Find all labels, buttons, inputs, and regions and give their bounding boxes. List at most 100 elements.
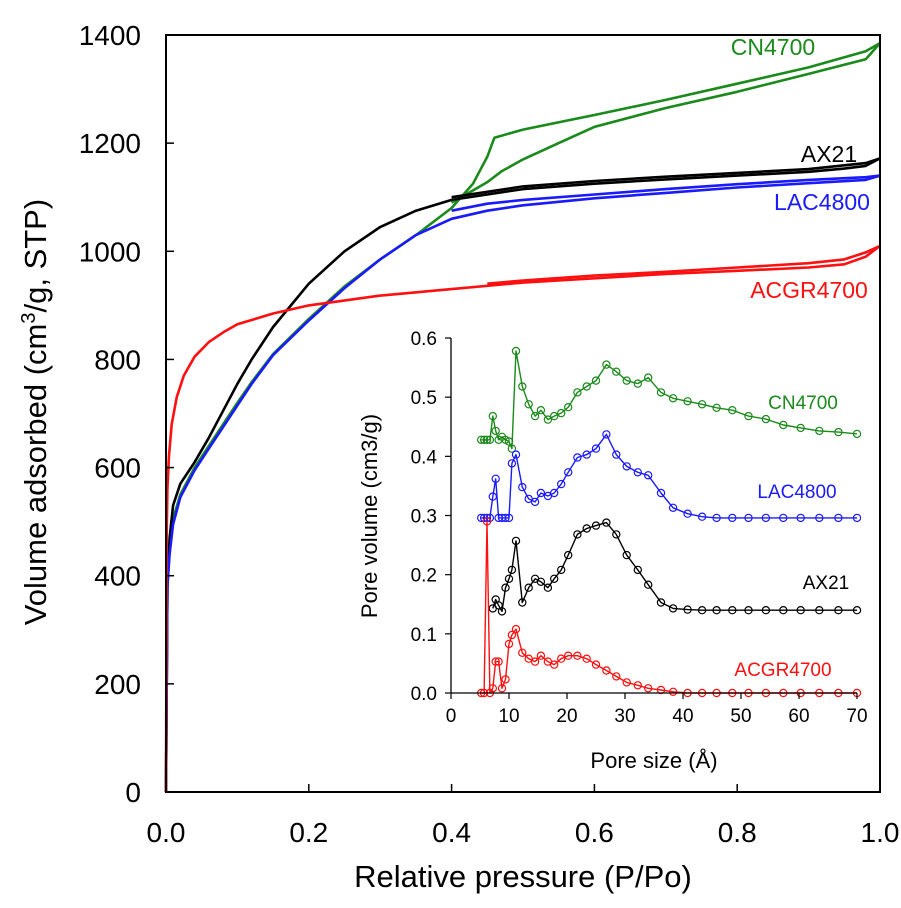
inset-point-cn4700	[543, 415, 553, 424]
inset-point-cn4700	[668, 394, 678, 403]
inset-point-ax21	[779, 606, 788, 615]
inset-series-label-acgr4700: ACGR4700	[734, 660, 831, 681]
inset-point-cn4700	[815, 426, 824, 436]
inset-series-cn4700-line	[481, 350, 858, 450]
inset-point-acgr4700	[633, 681, 643, 690]
inset-point-cn4700	[511, 346, 521, 356]
inset-y-tick-label: 0.0	[411, 684, 437, 705]
inset-point-acgr4700	[622, 678, 631, 687]
main-y-tick-label: 200	[94, 669, 141, 700]
inset-point-cn4700	[779, 420, 788, 430]
inset-point-lac4800	[612, 450, 621, 459]
main-y-tick-label: 1400	[79, 20, 141, 51]
inset-point-ax21	[591, 521, 601, 530]
main-series-ax21-adsorption	[164, 157, 881, 793]
main-y-tick-label: 1200	[79, 128, 141, 159]
inset-point-acgr4700	[573, 651, 582, 660]
inset-point-cn4700	[656, 388, 666, 397]
inset-point-cn4700	[530, 411, 540, 421]
inset-point-cn4700	[633, 379, 643, 388]
inset-x-tick-label: 60	[788, 706, 809, 727]
inset-point-lac4800	[852, 513, 862, 523]
inset-y-tick-label: 0.5	[411, 388, 437, 409]
inset-y-tick-label: 0.1	[411, 625, 437, 646]
inset-point-cn4700	[744, 411, 753, 421]
main-y-tick-label: 1000	[79, 236, 141, 267]
inset-point-ax21	[582, 524, 591, 533]
inset-ticks: 0 10 20 30 40 50 60 70 0.0 0.1 0.2 0.3 0.4 0.5 0.6	[411, 329, 868, 727]
main-y-tick-label: 800	[94, 344, 141, 375]
inset-point-cn4700	[557, 408, 566, 418]
inset-point-acgr4700	[530, 657, 540, 666]
inset-point-acgr4700	[557, 654, 566, 663]
inset-point-acgr4700	[511, 624, 521, 634]
inset-point-cn4700	[479, 435, 489, 444]
inset-point-lac4800	[761, 513, 771, 523]
inset-point-ax21	[728, 606, 737, 615]
inset-point-ax21	[761, 606, 771, 615]
inset-point-cn4700	[761, 414, 771, 424]
inset-point-lac4800	[582, 450, 591, 459]
inset-point-cn4700	[582, 382, 591, 391]
main-series-lac4800-adsorption	[164, 174, 881, 793]
inset-point-lac4800	[573, 453, 582, 462]
inset-point-ax21	[656, 598, 666, 607]
main-series-group	[164, 41, 881, 793]
main-x-tick-label: 0.4	[432, 817, 471, 848]
inset-point-cn4700	[697, 400, 707, 409]
inset-point-ax21	[550, 574, 559, 584]
inset-x-tick-label: 50	[730, 706, 751, 727]
inset-point-ax21	[524, 583, 533, 592]
inset-point-ax21	[834, 606, 843, 615]
main-x-tick-label: 0.0	[147, 817, 186, 848]
inset-point-ax21	[683, 605, 692, 614]
inset-point-cn4700	[796, 423, 805, 433]
inset-point-acgr4700	[582, 654, 591, 663]
inset-point-acgr4700	[482, 517, 492, 526]
inset-point-ax21	[564, 550, 573, 560]
inset-point-ax21	[744, 606, 753, 615]
inset-point-ax21	[536, 577, 546, 587]
main-plot: 0.0 0.2 0.4 0.6 0.8 1.00200400600800100012001…	[18, 20, 899, 894]
inset-point-ax21	[852, 606, 862, 615]
main-plot-frame	[165, 34, 881, 793]
main-series-lac4800-desorption	[451, 174, 881, 212]
inset-point-lac4800	[530, 497, 540, 507]
inset-series-label-cn4700: CN4700	[768, 393, 838, 414]
inset-point-cn4700	[712, 403, 721, 412]
inset-point-acgr4700	[564, 651, 573, 660]
inset-point-cn4700	[622, 376, 631, 385]
inset-x-tick-label: 40	[672, 706, 693, 727]
inset-x-tick-label: 10	[498, 706, 519, 727]
inset-point-ax21	[815, 606, 824, 615]
inset-point-acgr4700	[668, 687, 678, 697]
inset-point-acgr4700	[501, 675, 510, 684]
main-x-tick-label: 0.8	[718, 817, 757, 848]
main-y-axis-label-part2: /g, STP)	[18, 199, 53, 313]
inset-point-acgr4700	[536, 651, 546, 660]
main-series-acgr4700-adsorption	[164, 244, 881, 793]
main-y-tick-label: 0	[125, 777, 141, 808]
inset-point-ax21	[518, 598, 527, 607]
inset-point-lac4800	[511, 450, 521, 459]
inset-x-tick-label: 0	[446, 706, 457, 727]
inset-point-cn4700	[507, 444, 517, 453]
inset-point-lac4800	[491, 474, 500, 483]
inset-point-lac4800	[518, 482, 527, 492]
inset-series-ax21-line	[492, 521, 857, 613]
inset-point-cn4700	[504, 437, 514, 446]
inset-point-acgr4700	[591, 660, 601, 669]
inset-point-ax21	[557, 565, 566, 575]
main-series-label-cn4700: CN4700	[731, 34, 815, 60]
inset-point-ax21	[543, 583, 553, 592]
inset-point-ax21	[668, 604, 678, 613]
inset-y-tick-label: 0.6	[411, 329, 437, 350]
main-y-tick-label: 600	[94, 453, 141, 484]
main-series-cn4700-desorption	[450, 42, 881, 204]
inset-y-axis-label: Pore volume (cm3/g)	[357, 414, 382, 618]
inset-point-cn4700	[518, 382, 527, 391]
inset-point-acgr4700	[644, 684, 653, 693]
main-x-tick-label: 0.6	[575, 817, 614, 848]
inset-plot: 0 10 20 30 40 50 60 70 0.0 0.1 0.2 0.3 0.4 0.5 0.6 Por…	[357, 329, 868, 773]
